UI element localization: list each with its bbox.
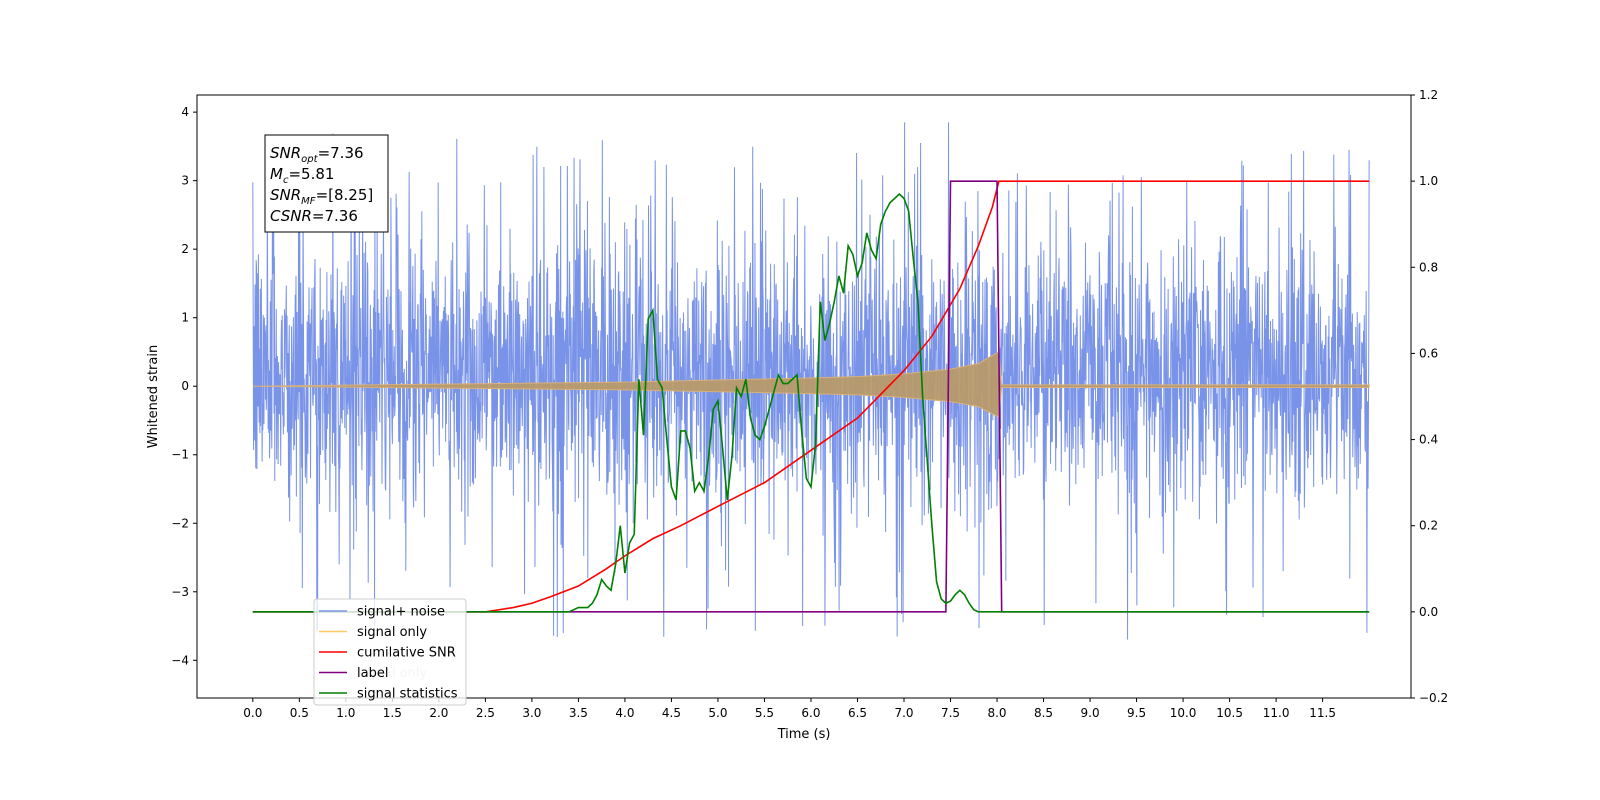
annotation-value: =7.36 <box>312 207 358 225</box>
y-tick-label: −3 <box>171 585 189 599</box>
x-tick-label: 4.0 <box>615 706 634 720</box>
x-tick-label: 3.0 <box>522 706 541 720</box>
annotation-symbol: SNR <box>270 186 301 204</box>
x-tick-label: 10.5 <box>1216 706 1243 720</box>
x-tick-label: 6.5 <box>848 706 867 720</box>
x-tick-label: 6.0 <box>801 706 820 720</box>
legend-label: label <box>357 666 388 681</box>
series-signal-plus-noise <box>252 122 1370 640</box>
annotation-value: =7.36 <box>318 144 364 162</box>
x-tick-label: 8.5 <box>1034 706 1053 720</box>
x-tick-label: 1.5 <box>383 706 402 720</box>
y2-tick-label: 0.2 <box>1419 519 1438 533</box>
legend-label: signal only <box>357 625 427 640</box>
annotation-value: =5.81 <box>288 165 334 183</box>
y2-tick-label: −0.2 <box>1419 691 1448 705</box>
x-tick-label: 7.0 <box>894 706 913 720</box>
x-tick-label: 0.5 <box>290 706 309 720</box>
series-signal-statistics <box>252 192 1370 613</box>
annotation-line: SNRMF=[8.25] <box>270 186 373 207</box>
y-axis-label: Whitened strain <box>146 345 161 448</box>
x-tick-label: 8.0 <box>987 706 1006 720</box>
y-tick-label: −2 <box>171 516 189 530</box>
y2-tick-label: 1.0 <box>1419 174 1438 188</box>
y2-tick-label: 0.0 <box>1419 605 1438 619</box>
annotation-subscript: opt <box>301 154 318 165</box>
annotation-frame <box>264 134 389 233</box>
y-tick-label: 0 <box>181 379 189 393</box>
x-tick-label: 9.5 <box>1127 706 1146 720</box>
x-tick-label: 11.5 <box>1309 706 1336 720</box>
legend-frame <box>313 598 467 706</box>
annotation-line: CSNR=7.36 <box>270 207 358 225</box>
y-tick-label: 4 <box>181 105 189 119</box>
annotation-subscript: MF <box>301 196 316 207</box>
y2-tick-label: 0.8 <box>1419 260 1438 274</box>
y-axis-left: 4 3 2 1 0 −1 −2 −3 −4 <box>171 105 197 667</box>
x-tick-label: 2.5 <box>476 706 495 720</box>
y-tick-label: 2 <box>181 242 189 256</box>
x-tick-label: 11.0 <box>1263 706 1290 720</box>
series-layer <box>252 122 1370 640</box>
y-tick-label: 3 <box>181 174 189 188</box>
annotation-symbol: SNR <box>270 144 301 162</box>
legend-label: signal+ noise <box>357 605 445 620</box>
x-tick-label: 10.0 <box>1170 706 1197 720</box>
x-tick-label: 9.0 <box>1081 706 1100 720</box>
y2-tick-label: 0.6 <box>1419 346 1438 360</box>
y-tick-label: 1 <box>181 311 189 325</box>
y-axis-right: 1.2 1.0 0.8 0.6 0.4 0.2 0.0 −0.2 <box>1411 88 1448 705</box>
y2-tick-label: 0.4 <box>1419 433 1438 447</box>
annotation-value: =[8.25] <box>316 186 374 204</box>
annotation-symbol: CSNR <box>270 207 312 225</box>
y2-tick-label: 1.2 <box>1419 88 1438 102</box>
legend-label: cumilative SNR <box>357 646 456 661</box>
x-tick-label: 5.5 <box>755 706 774 720</box>
x-axis-label: Time (s) <box>777 727 831 742</box>
legend-label: signal statistics <box>357 687 458 702</box>
x-tick-label: 0.0 <box>243 706 262 720</box>
series-signal-only <box>252 351 1370 418</box>
annotation-subscript: c <box>283 175 289 186</box>
x-tick-label: 4.5 <box>662 706 681 720</box>
x-tick-label: 3.5 <box>569 706 588 720</box>
annotation-line: SNRopt=7.36 <box>270 144 364 165</box>
x-tick-label: 7.5 <box>941 706 960 720</box>
y-tick-label: −4 <box>171 653 189 667</box>
series-cumilative-snr <box>252 180 1370 613</box>
x-tick-label: 1.0 <box>336 706 355 720</box>
annotation-symbol: M <box>270 165 283 183</box>
plot-frame <box>196 94 1412 699</box>
x-axis: 0.0 0.5 1.0 1.5 2.0 2.5 3.0 3.5 4.0 4.5 5.0 5.5 6.0 6… <box>243 698 1336 720</box>
x-tick-label: 5.0 <box>708 706 727 720</box>
annotation-line: Mc=5.81 <box>270 165 334 186</box>
x-tick-label: 2.0 <box>429 706 448 720</box>
y-tick-label: −1 <box>171 448 189 462</box>
